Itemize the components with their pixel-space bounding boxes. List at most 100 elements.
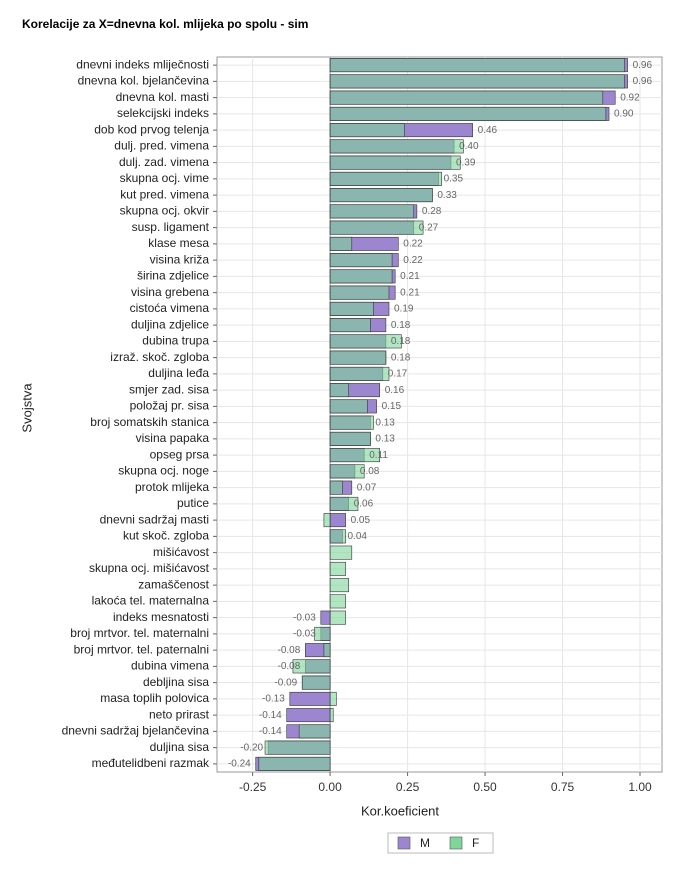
- bar: [289, 691, 331, 706]
- bar: [329, 58, 625, 73]
- value-label: 0.90: [614, 109, 634, 120]
- y-tick-label: dob kod prvog telenja: [94, 122, 209, 136]
- bar: [329, 431, 371, 446]
- value-label: 0.96: [633, 76, 653, 87]
- y-tick-label: položaj pr. sisa: [130, 399, 210, 413]
- y-tick-label: međutelidbeni razmak: [92, 756, 210, 770]
- bar: [329, 269, 393, 284]
- value-label: 0.08: [360, 466, 380, 477]
- bar: [329, 545, 353, 560]
- y-tick-label: duljina zdjelice: [131, 317, 209, 331]
- value-label: -0.09: [274, 677, 297, 688]
- x-tick-label: 0.75: [551, 780, 575, 794]
- y-tick-label: indeks mesnatosti: [113, 610, 209, 624]
- y-tick-label: izraž. skoč. zgloba: [110, 350, 209, 364]
- bar: [329, 123, 405, 138]
- bar: [329, 285, 390, 300]
- legend-box: [387, 832, 494, 854]
- chart-title: Korelacije za X=dnevna kol. mlijeka po s…: [22, 17, 308, 31]
- bar: [298, 724, 331, 739]
- bar: [329, 106, 607, 121]
- value-label: 0.06: [354, 499, 374, 510]
- legend-swatch: [397, 836, 411, 850]
- y-tick-label: visina papaka: [136, 431, 210, 445]
- value-label: 0.33: [437, 190, 457, 201]
- y-tick-label: skupna ocj. mišićavost: [89, 561, 210, 575]
- bar: [329, 448, 380, 463]
- bar: [329, 383, 350, 398]
- value-label: 0.17: [388, 369, 408, 380]
- y-tick-label: masa toplih polovica: [100, 691, 209, 705]
- bar: [329, 220, 424, 235]
- y-tick-label: kut pred. vimena: [120, 187, 209, 201]
- y-tick-label: klase mesa: [148, 236, 209, 250]
- value-label: 0.13: [375, 417, 395, 428]
- bar: [329, 415, 374, 430]
- value-label: 0.16: [385, 385, 405, 396]
- value-label: 0.21: [400, 271, 420, 282]
- bar: [329, 334, 402, 349]
- y-tick-label: susp. ligament: [132, 220, 210, 234]
- y-tick-label: duljina leđa: [148, 366, 209, 380]
- y-tick-label: skupna ocj. okvir: [120, 204, 209, 218]
- value-label: 0.11: [369, 450, 388, 461]
- value-label: 0.28: [422, 206, 442, 217]
- y-tick-label: broj somatskih stanica: [90, 415, 209, 429]
- bar: [329, 188, 433, 203]
- bar: [329, 90, 604, 105]
- value-label: 0.22: [403, 239, 423, 250]
- x-axis-title: Kor.koeficient: [361, 803, 439, 818]
- bar: [329, 236, 353, 251]
- x-tick-label: 0.25: [396, 780, 420, 794]
- value-label: -0.14: [259, 726, 282, 737]
- y-tick-label: zamaščenost: [138, 577, 209, 591]
- bar: [329, 366, 390, 381]
- value-label: 0.35: [444, 174, 464, 185]
- bar: [329, 155, 461, 170]
- bar: [258, 756, 331, 771]
- bar: [329, 529, 346, 544]
- bar: [323, 643, 331, 658]
- value-label: 0.15: [382, 401, 402, 412]
- x-tick-label: -0.25: [239, 780, 267, 794]
- bar: [329, 513, 346, 528]
- y-tick-label: neto prirast: [149, 707, 210, 721]
- bar: [329, 594, 346, 609]
- value-label: 0.18: [391, 320, 411, 331]
- value-label: 0.21: [400, 287, 420, 298]
- value-label: 0.96: [633, 60, 653, 71]
- y-tick-label: putice: [177, 496, 209, 510]
- bar: [320, 610, 331, 625]
- value-label: 0.27: [419, 222, 439, 233]
- y-tick-label: dnevni sadržaj bjelančevina: [62, 724, 210, 738]
- value-label: -0.08: [278, 661, 301, 672]
- y-tick-label: lakoća tel. maternalna: [92, 594, 210, 608]
- value-label: 0.92: [620, 92, 640, 103]
- bar: [329, 610, 346, 625]
- bar: [329, 464, 365, 479]
- bar: [286, 708, 331, 723]
- bar: [292, 659, 331, 674]
- bar: [264, 740, 331, 755]
- value-label: -0.20: [240, 742, 263, 753]
- y-tick-label: visina grebena: [131, 285, 209, 299]
- bar: [329, 74, 625, 89]
- value-label: -0.03: [293, 629, 316, 640]
- y-tick-label: smjer zad. sisa: [129, 382, 209, 396]
- bar: [329, 578, 350, 593]
- y-tick-label: cistoća vimena: [130, 301, 210, 315]
- y-tick-label: duljina sisa: [150, 740, 210, 754]
- bar: [314, 626, 331, 641]
- bar: [329, 301, 374, 316]
- value-label: -0.13: [262, 694, 285, 705]
- value-label: 0.22: [403, 255, 423, 266]
- bar: [329, 139, 464, 154]
- y-tick-label: dnevna kol. bjelančevina: [78, 74, 210, 88]
- value-label: -0.08: [278, 645, 301, 656]
- y-tick-label: dubina trupa: [142, 334, 209, 348]
- y-tick-label: protok mlijeka: [135, 480, 209, 494]
- y-tick-label: dnevna kol. masti: [116, 90, 209, 104]
- y-tick-label: selekcijski indeks: [117, 106, 209, 120]
- x-tick-label: 0.50: [473, 780, 497, 794]
- y-tick-label: dulj. pred. vimena: [114, 139, 209, 153]
